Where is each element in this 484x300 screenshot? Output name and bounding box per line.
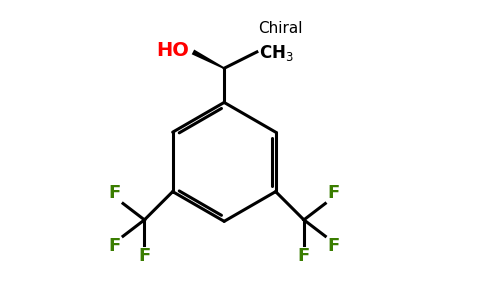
Text: Chiral: Chiral [258,22,303,37]
Text: CH$_3$: CH$_3$ [259,44,294,63]
Text: F: F [108,184,121,202]
Text: F: F [328,184,340,202]
Text: F: F [138,247,151,265]
Text: F: F [328,237,340,255]
Text: HO: HO [156,41,189,60]
Text: F: F [298,247,310,265]
Polygon shape [192,50,225,69]
Text: F: F [108,237,121,255]
